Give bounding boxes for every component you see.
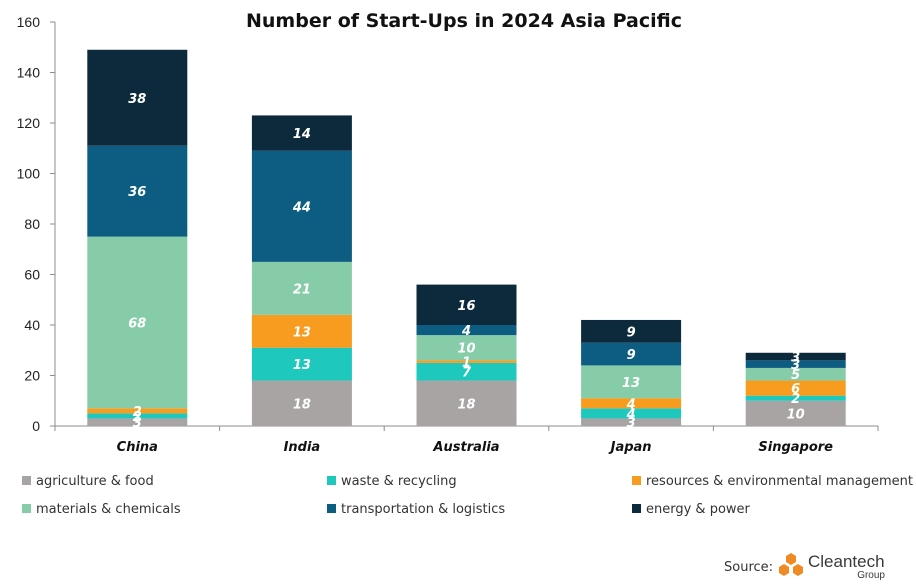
bar-segment	[745, 395, 846, 401]
bar-segment	[251, 314, 352, 348]
bar-segment	[87, 413, 188, 419]
bar-segment	[87, 49, 188, 146]
y-tick-label: 40	[24, 317, 40, 333]
data-labels: 3226836381813132144141871104163441399102…	[128, 92, 804, 431]
bar-value-label: 13	[293, 325, 311, 340]
bar-segment	[416, 360, 517, 363]
bar-value-label: 1	[462, 356, 471, 371]
cleantech-logo-icon	[779, 553, 803, 576]
legend-swatch	[22, 504, 31, 513]
logo-text: Cleantech	[808, 552, 885, 571]
bar-segment	[581, 418, 682, 426]
source: Source: Cleantech Group	[724, 552, 885, 581]
bar-value-label: 13	[622, 376, 640, 391]
y-tick-label: 120	[17, 115, 41, 131]
bar-value-label: 18	[457, 397, 475, 412]
bar-segment	[581, 365, 682, 399]
bar-value-label: 9	[627, 348, 636, 363]
bar-segment	[416, 284, 517, 325]
bar-value-label: 2	[133, 410, 142, 425]
bar-value-label: 36	[128, 185, 146, 200]
bar-value-label: 5	[791, 368, 800, 383]
y-tick-label: 60	[24, 267, 40, 283]
bar-value-label: 4	[461, 324, 471, 339]
x-tick-label: Japan	[608, 440, 652, 455]
y-tick-label: 140	[17, 65, 41, 81]
bar-segment	[581, 342, 682, 366]
bar-segment	[745, 367, 846, 381]
chart-title: Number of Start-Ups in 2024 Asia Pacific	[246, 10, 682, 32]
bar-value-label: 7	[462, 366, 472, 381]
bar-segment	[251, 347, 352, 381]
legend-label: energy & power	[646, 502, 751, 517]
bar-segment	[416, 380, 517, 426]
bar-segment	[581, 319, 682, 343]
source-label: Source:	[724, 560, 773, 575]
bar-value-label: 14	[293, 127, 311, 142]
x-tick-label: Singapore	[758, 440, 833, 455]
bar-segment	[251, 150, 352, 262]
bar-value-label: 4	[626, 397, 636, 412]
bar-value-label: 16	[457, 299, 475, 314]
bar-segment	[416, 362, 517, 381]
bar-value-label: 3	[791, 358, 800, 373]
x-tick-label: Australia	[432, 440, 499, 455]
y-tick-label: 160	[17, 14, 41, 30]
bar-segment	[745, 400, 846, 426]
bar-segment	[87, 418, 188, 426]
bar-value-label: 4	[626, 407, 636, 422]
legend: agriculture & food waste & recycling resou…	[22, 474, 913, 517]
legend-swatch	[327, 476, 336, 485]
bar-value-label: 10	[457, 342, 475, 357]
y-tick-label: 20	[24, 368, 40, 384]
bar-segment	[581, 408, 682, 419]
legend-label: waste & recycling	[341, 474, 457, 489]
bar-value-label: 13	[293, 358, 311, 373]
bar-segment	[87, 236, 188, 409]
legend-label: resources & environmental management	[646, 474, 913, 489]
legend-swatch	[22, 476, 31, 485]
bar-value-label: 2	[791, 392, 800, 407]
y-tick-label: 0	[32, 418, 40, 434]
bar-segment	[745, 360, 846, 368]
bar-value-label: 44	[292, 200, 311, 215]
logo-subtext: Group	[857, 570, 885, 581]
bar-value-label: 21	[293, 282, 311, 297]
bar-segment	[251, 261, 352, 315]
legend-swatch	[327, 504, 336, 513]
legend-label: agriculture & food	[36, 474, 154, 489]
bars	[87, 49, 846, 426]
bar-value-label: 18	[293, 397, 311, 412]
bar-segment	[87, 145, 188, 237]
bar-segment	[581, 398, 682, 409]
bar-value-label: 10	[787, 407, 805, 422]
bar-value-label: 2	[133, 405, 142, 420]
x-tick-label: India	[284, 440, 321, 455]
bar-segment	[416, 335, 517, 361]
bar-segment	[87, 408, 188, 414]
y-tick-label: 100	[17, 166, 41, 182]
bar-value-label: 3	[627, 416, 636, 431]
bar-segment	[416, 325, 517, 336]
bar-value-label: 6	[791, 382, 800, 397]
legend-swatch	[632, 476, 641, 485]
bar-segment	[745, 352, 846, 361]
bar-value-label: 9	[627, 325, 636, 340]
legend-label: transportation & logistics	[341, 502, 505, 517]
x-tick-label: China	[117, 440, 158, 455]
bar-segment	[745, 380, 846, 396]
bar-value-label: 38	[128, 92, 146, 107]
bar-segment	[251, 115, 352, 151]
legend-swatch	[632, 504, 641, 513]
legend-label: materials & chemicals	[36, 502, 181, 517]
bar-value-label: 3	[133, 416, 142, 431]
bar-value-label: 3	[791, 351, 800, 366]
bar-value-label: 68	[128, 316, 146, 331]
y-tick-label: 80	[24, 216, 40, 232]
bar-segment	[251, 380, 352, 426]
